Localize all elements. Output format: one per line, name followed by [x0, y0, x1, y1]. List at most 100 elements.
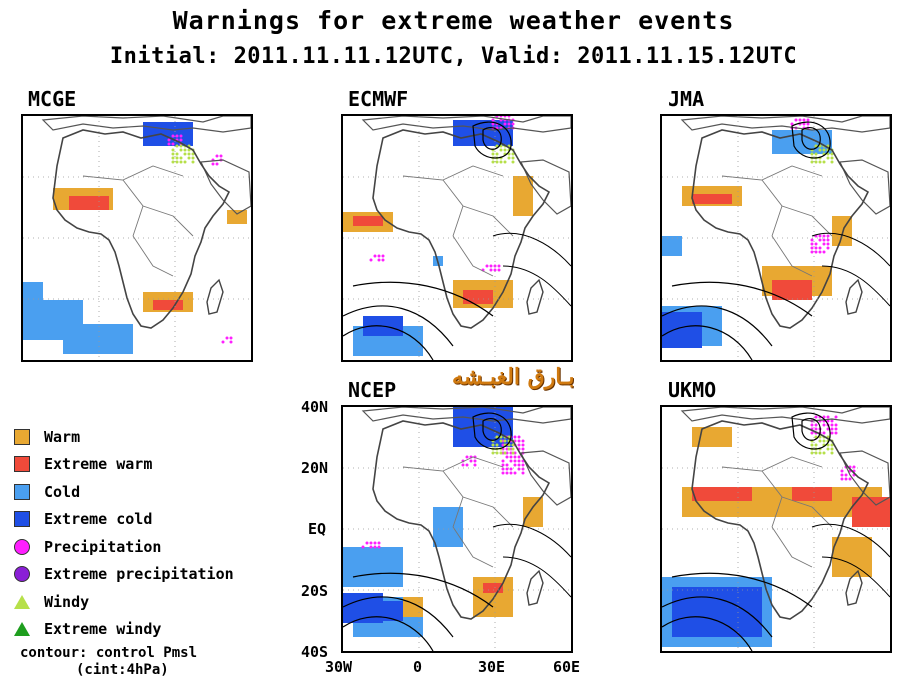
precipitation-dots	[806, 122, 810, 126]
coastline-europe	[680, 116, 890, 133]
precipitation-dots	[501, 459, 505, 463]
cold-area	[433, 507, 463, 547]
coastline-madagascar	[206, 278, 224, 315]
extreme-cold-area	[662, 312, 702, 348]
precipitation-dots	[517, 455, 521, 459]
map-panel-ncep	[341, 405, 573, 653]
precipitation-dots	[491, 118, 495, 122]
extreme-warm-area	[792, 487, 832, 501]
coastline-arabia	[520, 159, 571, 215]
windy-marks	[503, 451, 507, 455]
precipitation-dots	[822, 242, 826, 246]
precipitation-dots	[497, 268, 501, 272]
precipitation-dots	[818, 234, 822, 238]
precipitation-dots	[513, 455, 517, 459]
precipitation-dots	[790, 122, 794, 126]
windy-marks	[511, 443, 515, 447]
windy-marks	[814, 443, 818, 447]
coastline-arabia	[839, 159, 890, 215]
precipitation-dots	[814, 242, 818, 246]
precipitation-dots	[171, 134, 175, 138]
legend-item-extreme-precipitation: Extreme precipitation	[14, 561, 234, 589]
precipitation-dots	[810, 238, 814, 242]
windy-marks	[814, 160, 818, 164]
precipitation-dots	[844, 473, 848, 477]
precipitation-dots	[806, 118, 810, 122]
windy-marks	[171, 160, 175, 164]
precipitation-dots	[505, 471, 509, 475]
precipitation-dots	[830, 431, 834, 435]
precipitation-dots	[826, 415, 830, 419]
precipitation-dots	[814, 250, 818, 254]
precipitation-dots	[810, 242, 814, 246]
precipitation-dots	[509, 467, 513, 471]
legend-item-warm: Warm	[14, 423, 234, 451]
cold-area	[343, 547, 403, 587]
windy-marks	[507, 447, 511, 451]
windy-marks	[183, 160, 187, 164]
contour-note-line2: (cint:4hPa)	[76, 662, 169, 678]
windy-marks	[179, 156, 183, 160]
pressure-contour	[791, 121, 831, 159]
contour-note-line1: contour: control Pmsl	[20, 645, 198, 661]
precipitation-dots	[818, 250, 822, 254]
precipitation-circle-icon	[14, 538, 30, 555]
precipitation-dots	[505, 467, 509, 471]
warm-area	[523, 497, 543, 527]
windy-marks	[171, 148, 175, 152]
precipitation-dots	[369, 545, 373, 549]
windy-marks	[818, 148, 822, 152]
windy-marks	[810, 152, 814, 156]
lat-tick-40s: 40S	[301, 643, 329, 661]
precipitation-dots	[465, 463, 469, 467]
map-panel-jma	[660, 114, 892, 362]
extreme-warm-area	[483, 583, 503, 593]
precipitation-dots	[826, 234, 830, 238]
coastline-europe	[41, 116, 251, 133]
precipitation-dots	[822, 423, 826, 427]
precipitation-dots	[521, 463, 525, 467]
precipitation-dots	[830, 423, 834, 427]
precipitation-dots	[834, 431, 838, 435]
pressure-contour	[472, 412, 512, 450]
precipitation-dots	[513, 463, 517, 467]
windy-marks	[175, 144, 179, 148]
cold-area	[662, 236, 682, 256]
panel-label-ecmwf: ECMWF	[348, 87, 409, 111]
lon-tick-30w: 30W	[325, 658, 353, 676]
extreme-warm-area	[692, 194, 732, 204]
precipitation-dots	[503, 122, 507, 126]
cold-swatch-icon	[14, 483, 30, 500]
extreme-warm-area	[772, 280, 812, 300]
windy-marks	[830, 152, 834, 156]
precipitation-dots	[826, 242, 830, 246]
pressure-contour	[472, 121, 512, 159]
panel-label-mcge: MCGE	[28, 87, 77, 111]
precipitation-dots	[517, 443, 521, 447]
precipitation-dots	[517, 463, 521, 467]
precipitation-dots	[517, 459, 521, 463]
precipitation-dots	[830, 419, 834, 423]
precipitation-dots	[852, 465, 856, 469]
precipitation-dots	[497, 264, 501, 268]
precipitation-dots	[211, 162, 215, 166]
windy-marks	[810, 451, 814, 455]
legend-label: Extreme precipitation	[44, 565, 234, 584]
extreme-warm-area	[69, 196, 109, 210]
precipitation-dots	[175, 134, 179, 138]
precipitation-dots	[369, 258, 373, 262]
windy-marks	[830, 447, 834, 451]
windy-marks	[191, 152, 195, 156]
windy-marks	[171, 156, 175, 160]
precipitation-dots	[848, 477, 852, 481]
warm-area	[513, 176, 533, 216]
precipitation-dots	[509, 471, 513, 475]
windy-marks	[175, 156, 179, 160]
precipitation-dots	[834, 415, 838, 419]
windy-marks	[511, 152, 515, 156]
precipitation-dots	[822, 238, 826, 242]
precipitation-dots	[215, 162, 219, 166]
precipitation-dots	[814, 246, 818, 250]
coastline-africa	[52, 129, 231, 329]
precipitation-dots	[810, 431, 814, 435]
